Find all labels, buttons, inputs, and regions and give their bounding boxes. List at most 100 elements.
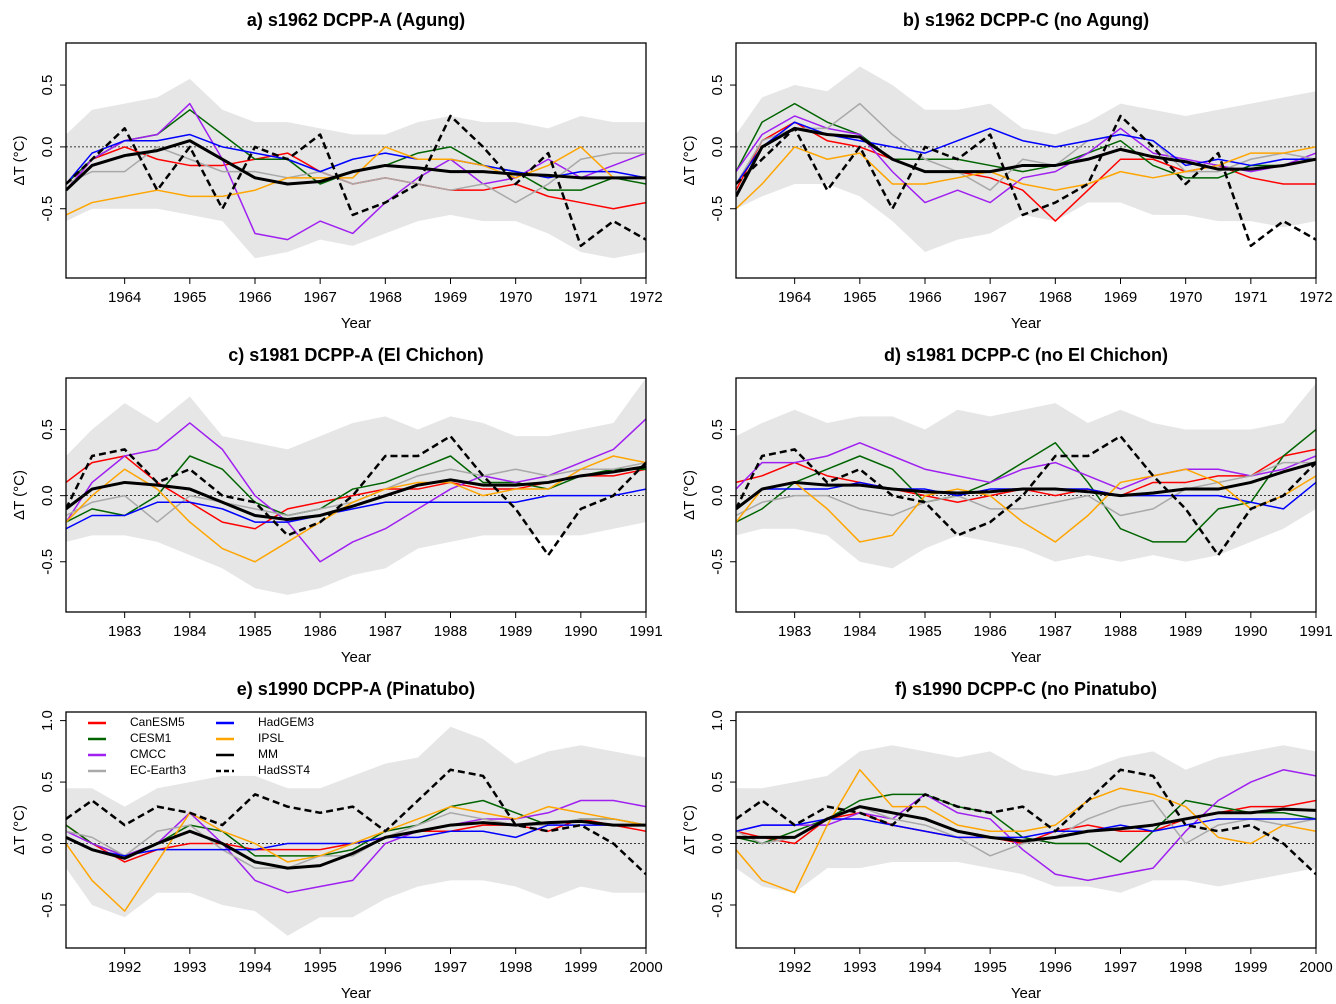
series-line xyxy=(66,146,646,204)
y-tick-label: 0.0 xyxy=(39,136,56,157)
x-tick-label: 1968 xyxy=(369,289,402,306)
series-line xyxy=(66,102,646,241)
x-tick-label: 1991 xyxy=(629,623,662,640)
x-tick-label: 1972 xyxy=(629,289,662,306)
series-line xyxy=(736,434,1316,557)
x-tick-label: 1999 xyxy=(1234,959,1267,976)
y-tick-label: -0.5 xyxy=(39,549,56,575)
x-tick-label: 1965 xyxy=(173,289,206,306)
spread-band xyxy=(66,378,646,595)
plot-frame xyxy=(735,42,1317,279)
x-tick-label: 1970 xyxy=(499,289,532,306)
x-tick-label: 1996 xyxy=(1039,959,1072,976)
x-tick-label: 1989 xyxy=(499,623,532,640)
y-tick-label: -0.5 xyxy=(709,892,726,918)
x-tick-label: 1999 xyxy=(564,959,597,976)
y-tick-label: 0.0 xyxy=(39,485,56,506)
x-tick-label: 1986 xyxy=(973,623,1006,640)
y-axis-label: ΔT (°C) xyxy=(11,805,28,855)
y-tick-label: -0.5 xyxy=(39,892,56,918)
y-tick-label: 0.5 xyxy=(709,772,726,793)
panel-title: e) s1990 DCPP-A (Pinatubo) xyxy=(237,679,475,699)
x-tick-label: 1993 xyxy=(173,959,206,976)
series-line xyxy=(736,102,1316,191)
y-axis-label: ΔT (°C) xyxy=(681,136,698,186)
x-tick-label: 1970 xyxy=(1169,289,1202,306)
plot-frame xyxy=(65,42,647,279)
y-axis-label: ΔT (°C) xyxy=(681,470,698,520)
series-line xyxy=(736,805,1316,843)
x-tick-label: 1971 xyxy=(1234,289,1267,306)
x-tick-label: 2000 xyxy=(629,959,662,976)
legend-label: HadSST4 xyxy=(258,763,310,777)
x-tick-label: 1987 xyxy=(1039,623,1072,640)
x-tick-label: 1983 xyxy=(778,623,811,640)
y-tick-label: 1.0 xyxy=(709,710,726,731)
x-tick-label: 1998 xyxy=(1169,959,1202,976)
x-tick-label: 1967 xyxy=(303,289,336,306)
spread-band xyxy=(736,383,1316,569)
y-axis-label: ΔT (°C) xyxy=(681,805,698,855)
series-line xyxy=(66,465,646,521)
plot-frame xyxy=(65,711,647,949)
legend-label: CMCC xyxy=(130,747,166,761)
x-tick-label: 1989 xyxy=(1169,623,1202,640)
plot-area xyxy=(736,745,1316,894)
panel-title: a) s1962 DCPP-A (Agung) xyxy=(247,10,465,30)
x-tick-label: 1965 xyxy=(843,289,876,306)
y-tick-label: 0.5 xyxy=(39,772,56,793)
series-line xyxy=(736,468,1316,543)
panel: d) s1981 DCPP-C (no El Chichon) 1983 1984 1… xyxy=(681,345,1333,666)
panel: f) s1990 DCPP-C (no Pinatubo) 1992 1993 199… xyxy=(681,679,1333,1002)
series-line xyxy=(66,455,646,563)
plot-area xyxy=(66,378,646,595)
x-axis-label: Year xyxy=(1011,985,1041,1002)
panel: e) s1990 DCPP-A (Pinatubo) 1992 1993 1994 19… xyxy=(11,679,663,1002)
x-tick-label: 2000 xyxy=(1299,959,1332,976)
x-tick-label: 1990 xyxy=(564,623,597,640)
panel-title: d) s1981 DCPP-C (no El Chichon) xyxy=(884,345,1168,365)
x-tick-label: 1988 xyxy=(434,623,467,640)
spread-band xyxy=(736,745,1316,893)
legend: CanESM5 CESM1 CMCC EC-Earth3 HadGEM3 IPSL MM Ha… xyxy=(88,715,314,777)
y-axis-label: ΔT (°C) xyxy=(11,136,28,186)
y-tick-label: 0.0 xyxy=(39,833,56,854)
x-tick-label: 1995 xyxy=(973,959,1006,976)
legend-label: EC-Earth3 xyxy=(130,763,186,777)
legend-label: MM xyxy=(258,747,278,761)
x-tick-label: 1969 xyxy=(434,289,467,306)
legend-label: IPSL xyxy=(258,731,284,745)
y-tick-label: -0.5 xyxy=(709,196,726,222)
x-tick-label: 1966 xyxy=(238,289,271,306)
panel-title: c) s1981 DCPP-A (El Chichon) xyxy=(228,345,483,365)
x-axis-label: Year xyxy=(341,985,371,1002)
x-tick-label: 1984 xyxy=(173,623,206,640)
panel: c) s1981 DCPP-A (El Chichon) 1983 1984 1985… xyxy=(11,345,663,666)
x-tick-label: 1998 xyxy=(499,959,532,976)
y-tick-label: 0.5 xyxy=(709,419,726,440)
y-tick-label: 0.5 xyxy=(39,75,56,96)
y-tick-label: 0.5 xyxy=(709,75,726,96)
x-tick-label: 1997 xyxy=(1104,959,1137,976)
series-line xyxy=(66,805,646,912)
series-line xyxy=(736,114,1316,248)
x-tick-label: 1972 xyxy=(1299,289,1332,306)
x-tick-label: 1991 xyxy=(1299,623,1332,640)
x-tick-label: 1985 xyxy=(908,623,941,640)
series-line xyxy=(736,428,1316,543)
plot-area xyxy=(66,726,646,936)
legend-label: CESM1 xyxy=(130,731,172,745)
panel: a) s1962 DCPP-A (Agung) 1964 1965 1966 1967 1… xyxy=(11,10,663,332)
y-tick-label: 1.0 xyxy=(39,710,56,731)
x-tick-label: 1984 xyxy=(843,623,876,640)
series-line xyxy=(736,442,1316,490)
series-line xyxy=(736,769,1316,894)
series-line xyxy=(66,133,646,185)
x-tick-label: 1996 xyxy=(369,959,402,976)
x-axis-label: Year xyxy=(341,649,371,666)
x-tick-label: 1967 xyxy=(973,289,1006,306)
x-tick-label: 1968 xyxy=(1039,289,1072,306)
plot-area xyxy=(66,78,646,259)
x-tick-label: 1966 xyxy=(908,289,941,306)
series-line xyxy=(736,768,1316,876)
